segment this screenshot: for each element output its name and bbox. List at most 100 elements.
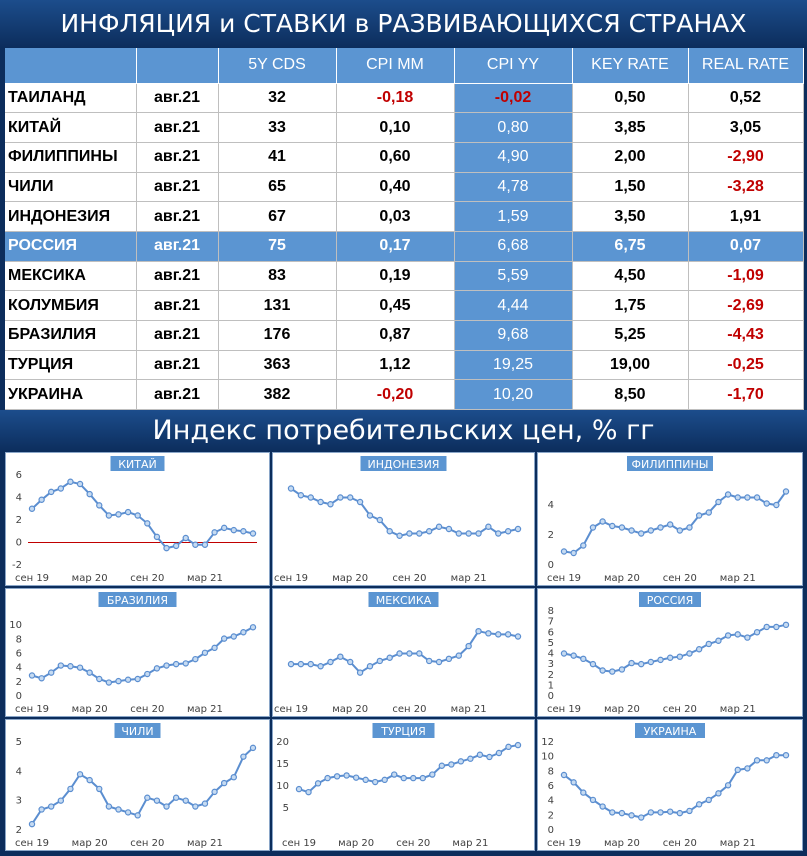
chart-title-box (635, 723, 705, 738)
data-point (773, 752, 780, 759)
data-point (495, 631, 502, 638)
data-point (505, 743, 512, 751)
data-point (381, 776, 388, 784)
data-point (76, 664, 84, 671)
data-point (192, 803, 199, 810)
cell-cpi-mm: 0,17 (336, 231, 455, 262)
charts-grid: КИТАЙ -2 0 2 4 6 сен 19 мар 20 сен 20 мар 21 ИНДОН… (5, 452, 803, 853)
data-point (356, 669, 364, 676)
cell-key-rate: 0,50 (572, 83, 689, 114)
data-point (495, 749, 503, 757)
chart-panel-2: ФИЛИППИНЫ 0 2 4 сен 19 мар 20 сен 20 мар 21 (537, 452, 803, 586)
data-point (560, 650, 568, 657)
data-point (724, 491, 732, 498)
chart-title-box (368, 592, 439, 607)
column-header (5, 48, 137, 84)
chart-panel-0: КИТАЙ -2 0 2 4 6 сен 19 мар 20 сен 20 мар 21 (5, 452, 270, 586)
data-point (67, 478, 74, 485)
cell-real-rate: 3,05 (688, 112, 804, 143)
data-point (317, 663, 324, 670)
cell-key-rate: 3,85 (572, 112, 689, 143)
data-point (230, 774, 237, 781)
cell-country: ЧИЛИ (5, 172, 137, 203)
data-point (580, 542, 587, 549)
data-point (495, 530, 502, 537)
cell-cpi-yy: 4,90 (454, 142, 573, 173)
y-tick-label: 20 (276, 737, 289, 748)
data-point (560, 548, 568, 555)
series-line (291, 630, 519, 674)
data-point (599, 518, 606, 525)
data-point (134, 675, 141, 683)
data-point (324, 774, 331, 782)
data-point (307, 660, 314, 668)
x-tick-label: сен 20 (130, 704, 164, 715)
data-point (307, 494, 314, 501)
data-point (580, 655, 587, 663)
data-point (115, 806, 122, 813)
data-point (406, 530, 413, 537)
cell-cpi-yy: 4,78 (454, 172, 573, 203)
data-point (396, 532, 403, 539)
data-point (782, 621, 790, 629)
x-tick-label: сен 19 (274, 704, 308, 715)
cell-key-rate: 2,00 (572, 142, 689, 173)
cell-cpi-yy: 0,80 (454, 112, 573, 143)
x-tick-label: сен 20 (130, 838, 164, 849)
cell-real-rate: -2,69 (688, 290, 804, 321)
table-row: РОССИЯ авг.21 75 0,17 6,68 6,75 0,07 (5, 231, 804, 262)
cell-key-rate: 3,50 (572, 201, 689, 232)
data-point (371, 778, 379, 786)
x-tick-label: сен 20 (130, 573, 164, 584)
y-tick-label: 4 (16, 493, 22, 504)
data-point (457, 758, 465, 765)
data-point (618, 666, 626, 673)
data-point (570, 652, 577, 659)
data-point (628, 527, 635, 534)
cell-cpi-yy: 4,44 (454, 290, 573, 321)
y-tick-label: 4 (548, 796, 554, 807)
data-point (67, 785, 74, 793)
data-point (144, 520, 151, 527)
x-tick-label: мар 20 (338, 838, 374, 849)
x-tick-label: мар 20 (332, 704, 368, 715)
line-chart: ФИЛИППИНЫ 0 2 4 сен 19 мар 20 сен 20 мар 21 (547, 456, 790, 584)
y-tick-label: 6 (16, 470, 22, 481)
x-tick-label: сен 19 (274, 573, 308, 584)
y-tick-label: 8 (16, 634, 22, 645)
data-point (352, 774, 360, 781)
data-point (686, 650, 693, 657)
data-point (429, 771, 436, 778)
chart-title-box (372, 723, 435, 738)
data-point (240, 753, 247, 760)
data-point (618, 809, 626, 817)
chart-title: КИТАЙ (118, 458, 157, 471)
cell-cds: 83 (218, 261, 337, 292)
data-point (287, 660, 295, 668)
data-point (724, 632, 732, 639)
data-point (105, 803, 113, 810)
data-point (676, 653, 684, 660)
data-point (76, 480, 84, 488)
data-point (465, 530, 472, 537)
data-point (220, 779, 228, 787)
data-point (425, 528, 433, 535)
cell-country: ИНДОНЕЗИЯ (5, 201, 137, 232)
table-row: ЧИЛИ авг.21 65 0,40 4,78 1,50 -3,28 (5, 172, 804, 203)
cell-cpi-yy: 6,68 (454, 231, 573, 262)
cell-cpi-mm: 0,03 (336, 201, 455, 232)
cell-cpi-mm: 0,19 (336, 261, 455, 292)
data-point (657, 656, 664, 664)
x-tick-label: сен 20 (663, 838, 697, 849)
chart-panel-3: БРАЗИЛИЯ 0 2 4 6 8 10 сен 19 мар 20 сен 20 мар 21 (5, 588, 270, 717)
y-tick-label: 7 (548, 617, 554, 628)
line-chart: КИТАЙ -2 0 2 4 6 сен 19 мар 20 сен 20 мар 21 (12, 456, 257, 584)
data-point (609, 809, 616, 816)
data-point (514, 525, 522, 533)
x-tick-label: сен 19 (547, 838, 581, 849)
data-point (657, 524, 664, 531)
x-tick-label: мар 21 (187, 704, 223, 715)
data-point (628, 812, 635, 819)
series-line (563, 623, 787, 673)
